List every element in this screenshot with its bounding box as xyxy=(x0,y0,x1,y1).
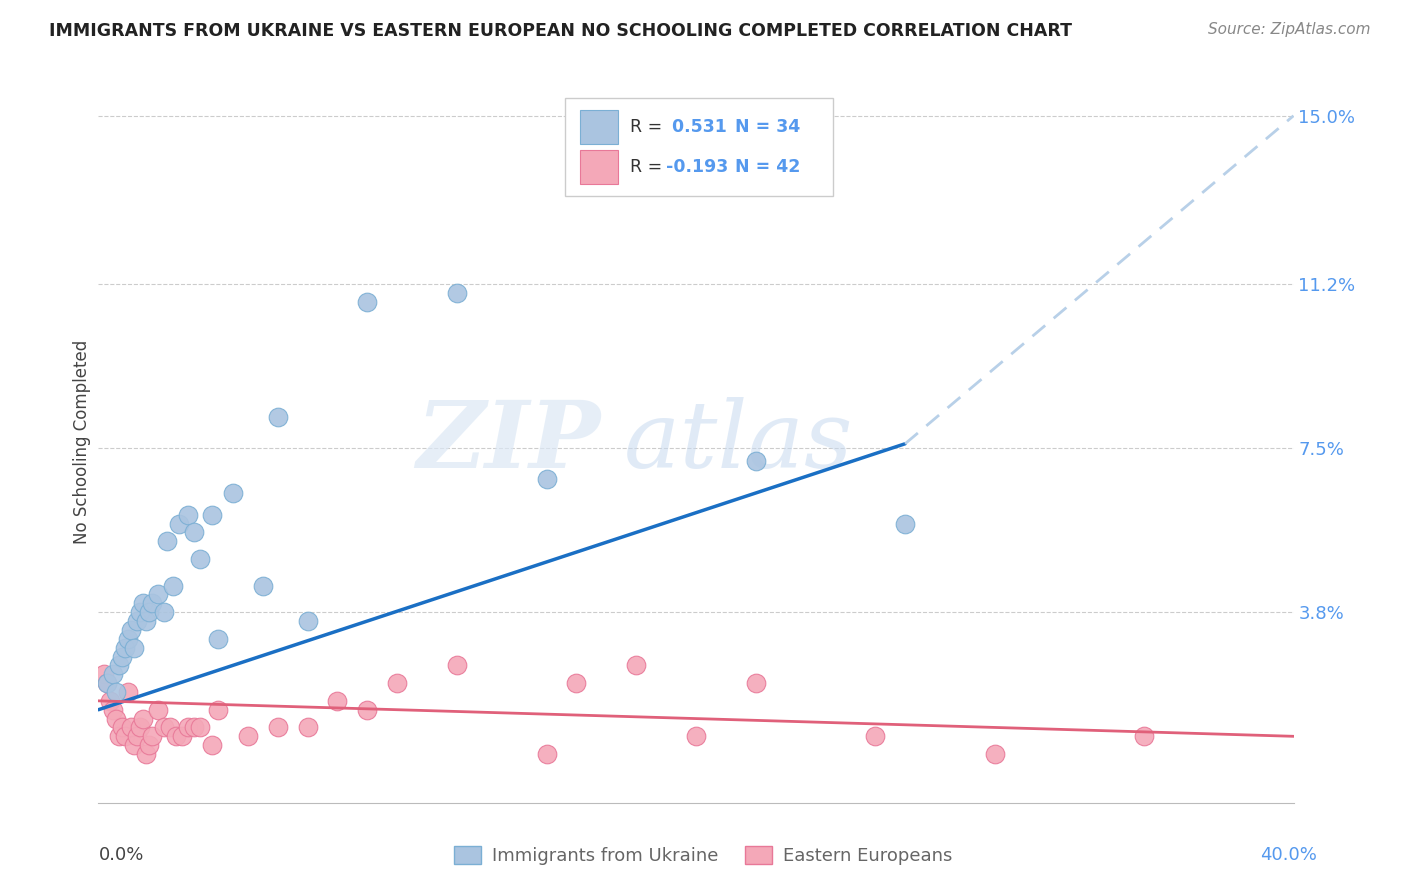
Point xyxy=(177,721,200,735)
Point xyxy=(111,721,134,735)
Point xyxy=(135,614,157,628)
Point xyxy=(153,605,176,619)
Point xyxy=(188,552,211,566)
Point xyxy=(105,685,128,699)
Text: N = 34: N = 34 xyxy=(724,119,800,136)
Text: 0.531: 0.531 xyxy=(666,119,727,136)
Point xyxy=(156,534,179,549)
Legend: Immigrants from Ukraine, Eastern Europeans: Immigrants from Ukraine, Eastern Europea… xyxy=(444,838,962,874)
Point xyxy=(127,729,149,743)
Point xyxy=(297,614,319,628)
Point xyxy=(565,676,588,690)
Point xyxy=(446,286,468,301)
Point xyxy=(201,508,224,522)
FancyBboxPatch shape xyxy=(581,150,619,185)
Point xyxy=(117,685,139,699)
Point xyxy=(141,729,163,743)
Point xyxy=(201,738,224,752)
Text: N = 42: N = 42 xyxy=(724,158,801,176)
Point xyxy=(93,667,115,681)
Point xyxy=(894,516,917,531)
Text: ZIP: ZIP xyxy=(416,397,600,486)
Point xyxy=(745,454,768,468)
Point xyxy=(129,605,152,619)
Point xyxy=(138,605,160,619)
Text: -0.193: -0.193 xyxy=(666,158,728,176)
Point xyxy=(385,676,409,690)
Point xyxy=(117,632,139,646)
Point xyxy=(326,694,349,708)
Point xyxy=(132,596,155,610)
Point xyxy=(159,721,181,735)
Point xyxy=(162,579,184,593)
Point xyxy=(103,703,125,717)
Point xyxy=(167,516,190,531)
FancyBboxPatch shape xyxy=(565,98,834,196)
Point xyxy=(114,640,136,655)
Point xyxy=(207,703,229,717)
Point xyxy=(236,729,259,743)
Point xyxy=(177,508,200,522)
Point xyxy=(745,676,768,690)
FancyBboxPatch shape xyxy=(581,110,619,145)
Point xyxy=(124,640,146,655)
Point xyxy=(165,729,187,743)
Point xyxy=(138,738,160,752)
Y-axis label: No Schooling Completed: No Schooling Completed xyxy=(73,340,91,543)
Point xyxy=(172,729,194,743)
Point xyxy=(207,632,229,646)
Point xyxy=(129,721,152,735)
Text: 0.0%: 0.0% xyxy=(98,847,143,864)
Point xyxy=(108,729,131,743)
Point xyxy=(103,667,125,681)
Point xyxy=(188,721,211,735)
Point xyxy=(135,747,157,761)
Text: IMMIGRANTS FROM UKRAINE VS EASTERN EUROPEAN NO SCHOOLING COMPLETED CORRELATION C: IMMIGRANTS FROM UKRAINE VS EASTERN EUROP… xyxy=(49,22,1073,40)
Point xyxy=(685,729,707,743)
Point xyxy=(183,721,205,735)
Point xyxy=(124,738,146,752)
Point xyxy=(120,721,142,735)
Point xyxy=(114,729,136,743)
Point xyxy=(984,747,1007,761)
Point xyxy=(356,294,378,309)
Point xyxy=(132,712,155,726)
Point xyxy=(536,747,558,761)
Text: Source: ZipAtlas.com: Source: ZipAtlas.com xyxy=(1208,22,1371,37)
Point xyxy=(446,658,468,673)
Point xyxy=(148,703,170,717)
Text: R =: R = xyxy=(630,119,668,136)
Point xyxy=(1133,729,1156,743)
Point xyxy=(252,579,274,593)
Point xyxy=(183,525,205,540)
Point xyxy=(108,658,131,673)
Point xyxy=(356,703,378,717)
Point xyxy=(96,676,118,690)
Text: atlas: atlas xyxy=(624,397,853,486)
Point xyxy=(153,721,176,735)
Point xyxy=(267,721,290,735)
Point xyxy=(141,596,163,610)
Point xyxy=(297,721,319,735)
Text: 40.0%: 40.0% xyxy=(1261,847,1317,864)
Text: R =: R = xyxy=(630,158,668,176)
Point xyxy=(148,587,170,601)
Point xyxy=(111,649,134,664)
Point xyxy=(626,658,648,673)
Point xyxy=(267,410,290,425)
Point xyxy=(222,485,245,500)
Point xyxy=(96,676,118,690)
Point xyxy=(865,729,887,743)
Point xyxy=(120,623,142,637)
Point xyxy=(105,712,128,726)
Point xyxy=(98,694,122,708)
Point xyxy=(536,472,558,486)
Point xyxy=(127,614,149,628)
